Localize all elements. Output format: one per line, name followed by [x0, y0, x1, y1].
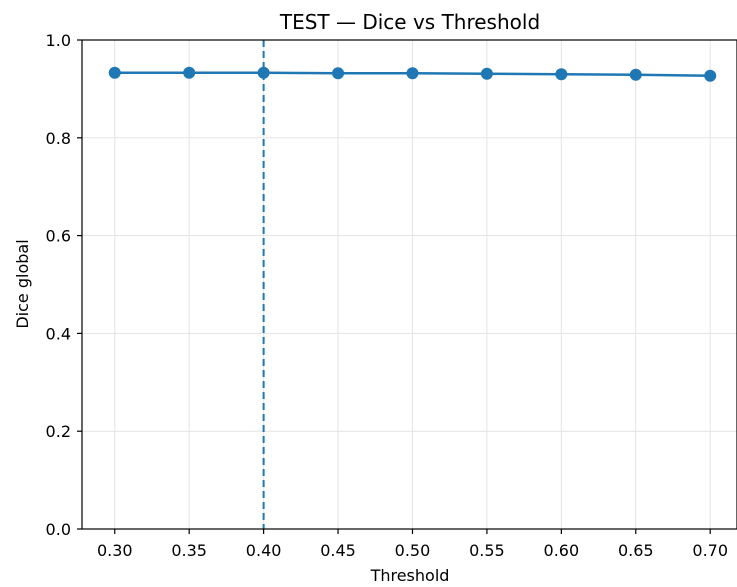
data-point	[332, 67, 345, 80]
data-point	[480, 67, 493, 80]
y-tick-label: 0.2	[46, 422, 71, 441]
data-point	[257, 66, 270, 79]
chart-title: TEST — Dice vs Threshold	[279, 10, 540, 34]
data-point	[704, 69, 717, 82]
x-tick-label: 0.50	[395, 541, 431, 560]
series	[108, 66, 717, 82]
x-tick-label: 0.70	[692, 541, 728, 560]
x-tick-label: 0.45	[320, 541, 356, 560]
axes	[81, 39, 737, 530]
y-tick-label: 1.0	[46, 31, 71, 50]
grid	[82, 39, 737, 530]
y-tick-label: 0.4	[46, 324, 71, 343]
data-point	[108, 66, 121, 79]
y-tick-label: 0.8	[46, 129, 71, 148]
data-point	[183, 66, 196, 79]
y-tick-label: 0.0	[46, 520, 71, 539]
y-axis-label: Dice global	[13, 239, 32, 328]
ticks: 0.30 0.35 0.40 0.45 0.50 0.55 0.60 0.65 0.70 0.0 0…	[46, 31, 728, 560]
x-tick-label: 0.55	[469, 541, 505, 560]
x-tick-label: 0.60	[544, 541, 580, 560]
x-tick-label: 0.65	[618, 541, 654, 560]
x-tick-label: 0.35	[171, 541, 207, 560]
y-tick-label: 0.6	[46, 227, 71, 246]
data-point	[555, 68, 568, 81]
x-tick-label: 0.30	[97, 541, 133, 560]
x-axis-label: Threshold	[370, 566, 450, 585]
data-point	[629, 68, 642, 81]
x-tick-label: 0.40	[246, 541, 282, 560]
data-point	[406, 67, 419, 80]
plot-frame	[81, 39, 737, 530]
